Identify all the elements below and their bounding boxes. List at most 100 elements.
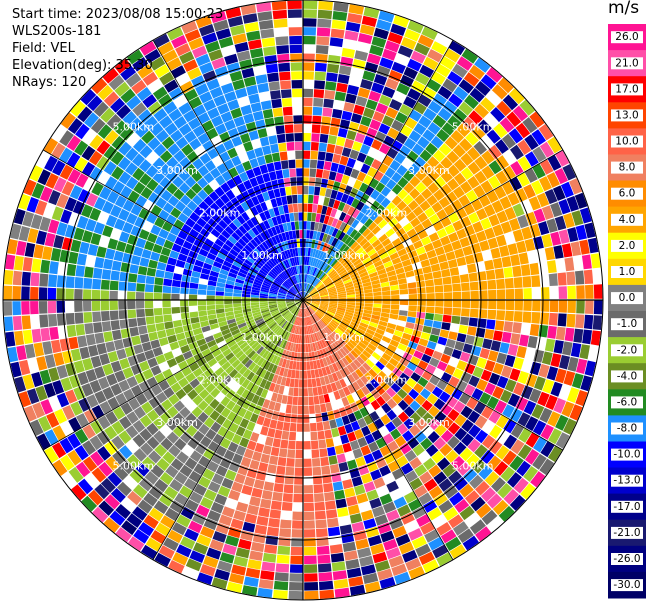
range-gate (237, 375, 246, 386)
range-gate (546, 366, 559, 381)
range-gate (410, 356, 421, 366)
range-gate (352, 244, 362, 253)
range-gate (296, 238, 300, 248)
range-gate (255, 333, 264, 341)
range-gate (299, 230, 303, 239)
range-gate (205, 383, 216, 394)
range-gate (241, 297, 251, 300)
range-gate (553, 398, 566, 414)
range-gate (97, 446, 111, 461)
range-gate (134, 216, 146, 229)
range-gate (258, 183, 268, 193)
range-gate (592, 315, 602, 330)
range-gate (357, 437, 368, 448)
range-gate (355, 201, 365, 211)
range-gate (305, 335, 308, 344)
range-gate (156, 458, 170, 471)
range-gate (270, 269, 278, 277)
range-gate (184, 457, 198, 470)
range-gate (419, 64, 435, 78)
range-gate (166, 358, 178, 368)
range-gate (334, 91, 346, 102)
range-gate (282, 283, 290, 290)
range-gate (235, 316, 245, 322)
range-gate (282, 493, 293, 503)
range-gate (315, 53, 328, 63)
range-gate (265, 63, 279, 74)
range-gate (347, 216, 356, 226)
ray-78 (52, 300, 303, 476)
ray-94 (10, 223, 303, 300)
range-gate (413, 383, 424, 394)
ray-109 (139, 41, 303, 300)
range-gate (277, 293, 286, 297)
range-gate (109, 510, 126, 526)
range-gate (447, 178, 460, 191)
range-gate (223, 449, 235, 461)
range-gate (270, 308, 279, 313)
range-gate (301, 282, 303, 292)
range-gate (349, 584, 366, 596)
range-gate (27, 388, 40, 405)
range-gate (458, 79, 474, 94)
range-gate (103, 91, 120, 107)
range-gate (109, 300, 118, 311)
range-gate (257, 128, 268, 139)
range-gate (404, 449, 417, 462)
range-gate (470, 496, 486, 512)
range-gate (263, 210, 271, 220)
range-gate (554, 168, 568, 185)
range-gate (179, 80, 194, 94)
range-gate (188, 117, 201, 130)
range-gate (352, 141, 363, 152)
range-gate (148, 396, 161, 409)
range-gate (96, 430, 111, 445)
range-gate (584, 360, 596, 377)
range-gate (426, 393, 439, 405)
range-gate (203, 555, 219, 568)
range-gate (268, 301, 277, 304)
range-gate (306, 308, 310, 316)
range-gate (332, 276, 341, 283)
range-gate (224, 288, 234, 293)
range-gate (144, 349, 155, 360)
range-gate (388, 555, 404, 568)
range-gate (381, 308, 391, 314)
range-gate (508, 218, 521, 231)
range-gate (189, 362, 200, 372)
range-gate (363, 309, 373, 315)
range-gate (395, 267, 405, 275)
range-gate (154, 315, 164, 324)
range-gate (311, 293, 320, 298)
range-gate (274, 572, 289, 582)
range-gate (207, 285, 216, 291)
range-gate (172, 163, 185, 176)
range-gate (261, 286, 270, 291)
range-gate (203, 223, 214, 233)
range-gate (311, 301, 320, 304)
range-gate (111, 435, 125, 450)
range-gate (394, 435, 407, 448)
range-gate (101, 311, 110, 322)
range-gate (323, 161, 332, 171)
range-gate (309, 266, 314, 275)
range-gate (234, 228, 244, 238)
range-gate (51, 206, 64, 221)
range-gate (394, 571, 411, 585)
range-gate (153, 33, 170, 48)
range-gate (575, 314, 585, 329)
range-gate (242, 290, 251, 295)
range-gate (312, 387, 319, 396)
range-gate (186, 256, 196, 265)
range-gate (232, 260, 242, 268)
range-gate (431, 201, 443, 213)
range-gate (351, 381, 361, 391)
range-gate (116, 348, 127, 360)
range-gate (324, 244, 331, 253)
range-gate (162, 300, 171, 308)
range-gate (193, 239, 204, 248)
ray-36 (303, 300, 588, 407)
range-gate (214, 186, 225, 198)
range-gate (290, 177, 297, 186)
range-gate (366, 489, 379, 501)
